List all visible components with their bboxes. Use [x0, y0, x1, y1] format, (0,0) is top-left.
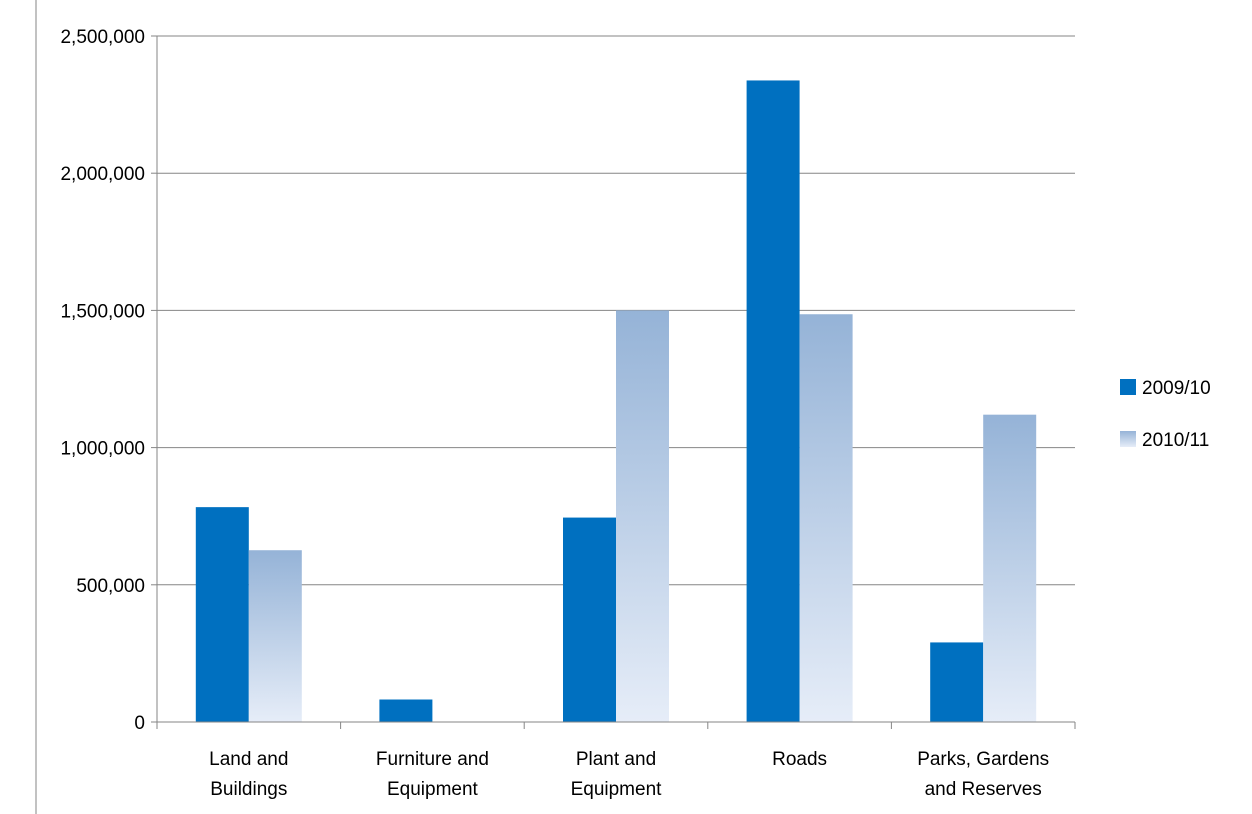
- legend-swatch-2009-10: [1120, 379, 1136, 395]
- y-tick-label: 500,000: [76, 576, 145, 597]
- y-tick-label: 1,500,000: [60, 301, 145, 322]
- x-category-label: and Reserves: [925, 779, 1042, 800]
- bar-2009-10-0: [195, 507, 249, 722]
- y-tick-label: 0: [134, 713, 145, 734]
- x-category-label: Parks, Gardens: [917, 749, 1049, 770]
- bar-2009-10-2: [563, 517, 616, 722]
- x-category-label: Equipment: [387, 779, 479, 800]
- bars: [195, 80, 1037, 722]
- x-category-label: Equipment: [571, 779, 663, 800]
- bar-2009-10-1: [379, 699, 433, 722]
- legend: 2009/10 2010/11: [1120, 378, 1211, 451]
- bar-2010-11-0: [248, 550, 302, 722]
- legend-swatch-2010-11: [1120, 431, 1136, 447]
- axis-labels: 0 500,000 1,000,000 1,500,000 2,000,000 2,500…: [60, 27, 1049, 800]
- legend-label: 2009/10: [1142, 378, 1211, 399]
- x-category-label: Plant and: [576, 749, 656, 770]
- bar-2009-10-4: [930, 642, 984, 722]
- legend-label: 2010/11: [1142, 430, 1209, 451]
- x-category-label: Furniture and: [376, 749, 489, 770]
- y-tick-label: 2,500,000: [60, 27, 145, 48]
- x-category-label: Roads: [772, 749, 827, 770]
- y-tick-label: 1,000,000: [60, 439, 145, 460]
- bar-2010-11-3: [799, 314, 853, 722]
- bar-2009-10-3: [746, 80, 800, 722]
- y-tick-label: 2,000,000: [60, 164, 145, 185]
- x-category-label: Buildings: [210, 779, 287, 800]
- bar-2010-11-4: [983, 414, 1037, 722]
- x-category-label: Land and: [209, 749, 288, 770]
- bar-2010-11-2: [616, 310, 669, 722]
- axes: [35, 0, 1076, 814]
